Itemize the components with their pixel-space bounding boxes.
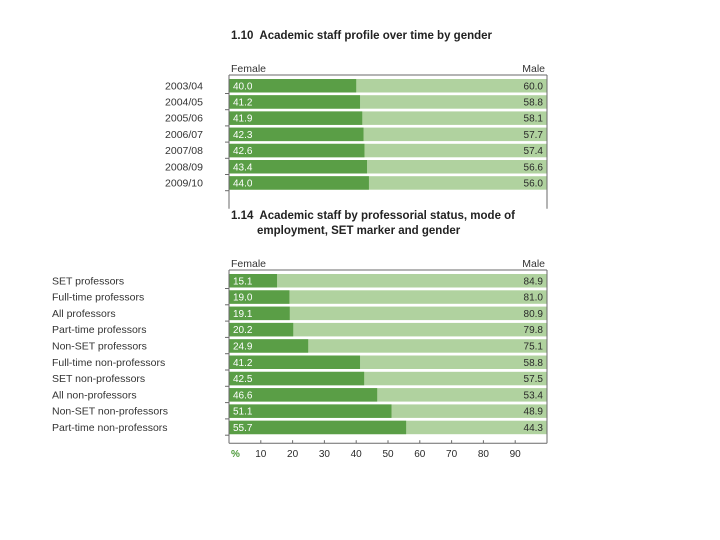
bar-female (229, 95, 361, 109)
category-label: Non-SET professors (52, 340, 147, 352)
chart-title-text: Academic staff profile over time by gend… (259, 30, 493, 42)
bar-female (229, 404, 392, 418)
x-tick-label: 20 (287, 449, 299, 460)
right-header-label: Male (522, 258, 545, 270)
value-label-male: 84.9 (524, 276, 544, 287)
value-label-female: 42.3 (233, 130, 253, 141)
category-label: 2005/06 (165, 113, 203, 125)
bar-male (229, 290, 547, 304)
chart-title-1-10: 1.10 Academic staff profile over time by … (231, 29, 492, 44)
bar-female (229, 79, 357, 93)
chart-number: 1.14 (231, 210, 254, 222)
value-label-male: 60.0 (524, 81, 544, 92)
category-label: Part-time non-professors (52, 422, 168, 434)
chart-title-line-1: Academic staff by professorial status, m… (259, 210, 516, 222)
bar-female (229, 388, 378, 402)
value-label-female: 40.0 (233, 81, 253, 92)
bar-female (229, 143, 365, 158)
category-label: 2007/08 (165, 145, 203, 157)
bar-female (229, 274, 278, 288)
value-label-male: 58.8 (524, 97, 544, 108)
x-axis-unit-label: % (231, 449, 240, 460)
value-label-male: 56.0 (524, 178, 544, 189)
value-label-male: 58.8 (524, 358, 544, 369)
category-label: 2003/04 (165, 80, 203, 92)
category-label: Full-time non-professors (52, 357, 165, 369)
bar-female (229, 111, 363, 125)
x-tick-label: 60 (414, 449, 426, 460)
category-label: 2008/09 (165, 161, 203, 173)
x-tick-label: 80 (478, 449, 490, 460)
x-tick-label: 30 (319, 449, 331, 460)
x-tick-label: 90 (510, 449, 522, 460)
value-label-male: 57.7 (524, 130, 544, 141)
value-label-male: 48.9 (524, 407, 544, 418)
x-tick-label: 10 (255, 449, 267, 460)
value-label-female: 19.0 (233, 293, 253, 304)
bar-male (229, 306, 547, 321)
bar-female (229, 176, 369, 190)
value-label-female: 20.2 (233, 325, 253, 336)
bar-female (229, 420, 407, 435)
value-label-female: 43.4 (233, 162, 253, 173)
value-label-male: 53.4 (524, 390, 544, 401)
chart-number: 1.10 (231, 30, 254, 42)
value-label-male: 79.8 (524, 325, 544, 336)
bar-female (229, 306, 290, 321)
x-tick-label: 70 (446, 449, 458, 460)
value-label-female: 41.2 (233, 358, 253, 369)
bar-female (229, 371, 365, 386)
bar-female (229, 127, 364, 142)
value-label-male: 57.5 (524, 374, 544, 385)
value-label-female: 41.2 (233, 97, 253, 108)
category-label: 2004/05 (165, 96, 203, 108)
category-label: All professors (52, 308, 116, 320)
bar-female (229, 355, 361, 369)
value-label-female: 19.1 (233, 309, 253, 320)
bar-male (229, 274, 547, 288)
category-label: Full-time professors (52, 292, 144, 304)
category-label: SET professors (52, 275, 124, 287)
value-label-female: 51.1 (233, 407, 253, 418)
bar-female (229, 339, 309, 353)
x-tick-label: 40 (351, 449, 363, 460)
value-label-female: 42.6 (233, 146, 253, 157)
value-label-female: 15.1 (233, 276, 253, 287)
value-label-male: 58.1 (524, 114, 544, 125)
value-label-female: 55.7 (233, 423, 253, 434)
bar-male (229, 339, 547, 353)
category-label: Part-time professors (52, 324, 147, 336)
value-label-male: 44.3 (524, 423, 544, 434)
category-label: SET non-professors (52, 373, 145, 385)
value-label-male: 80.9 (524, 309, 544, 320)
chart-title-1-14: 1.14 Academic staff by professorial statu… (231, 209, 515, 239)
category-label: Non-SET non-professors (52, 406, 168, 418)
x-tick-label: 50 (382, 449, 394, 460)
right-header-label: Male (522, 63, 545, 75)
left-header-label: Female (231, 258, 266, 270)
category-label: 2009/10 (165, 177, 203, 189)
value-label-female: 42.5 (233, 374, 253, 385)
left-header-label: Female (231, 63, 266, 75)
value-label-male: 57.4 (524, 146, 544, 157)
category-label: 2006/07 (165, 129, 203, 141)
value-label-female: 41.9 (233, 114, 253, 125)
bar-male (229, 322, 547, 337)
value-label-male: 81.0 (524, 293, 544, 304)
bar-female (229, 160, 368, 174)
value-label-female: 44.0 (233, 178, 253, 189)
value-label-female: 24.9 (233, 341, 253, 352)
chart-title-line-2: employment, SET marker and gender (257, 225, 461, 237)
value-label-female: 46.6 (233, 390, 253, 401)
bar-female (229, 290, 290, 304)
category-label: All non-professors (52, 389, 137, 401)
value-label-male: 56.6 (524, 162, 544, 173)
value-label-male: 75.1 (524, 341, 544, 352)
bar-female (229, 322, 294, 337)
